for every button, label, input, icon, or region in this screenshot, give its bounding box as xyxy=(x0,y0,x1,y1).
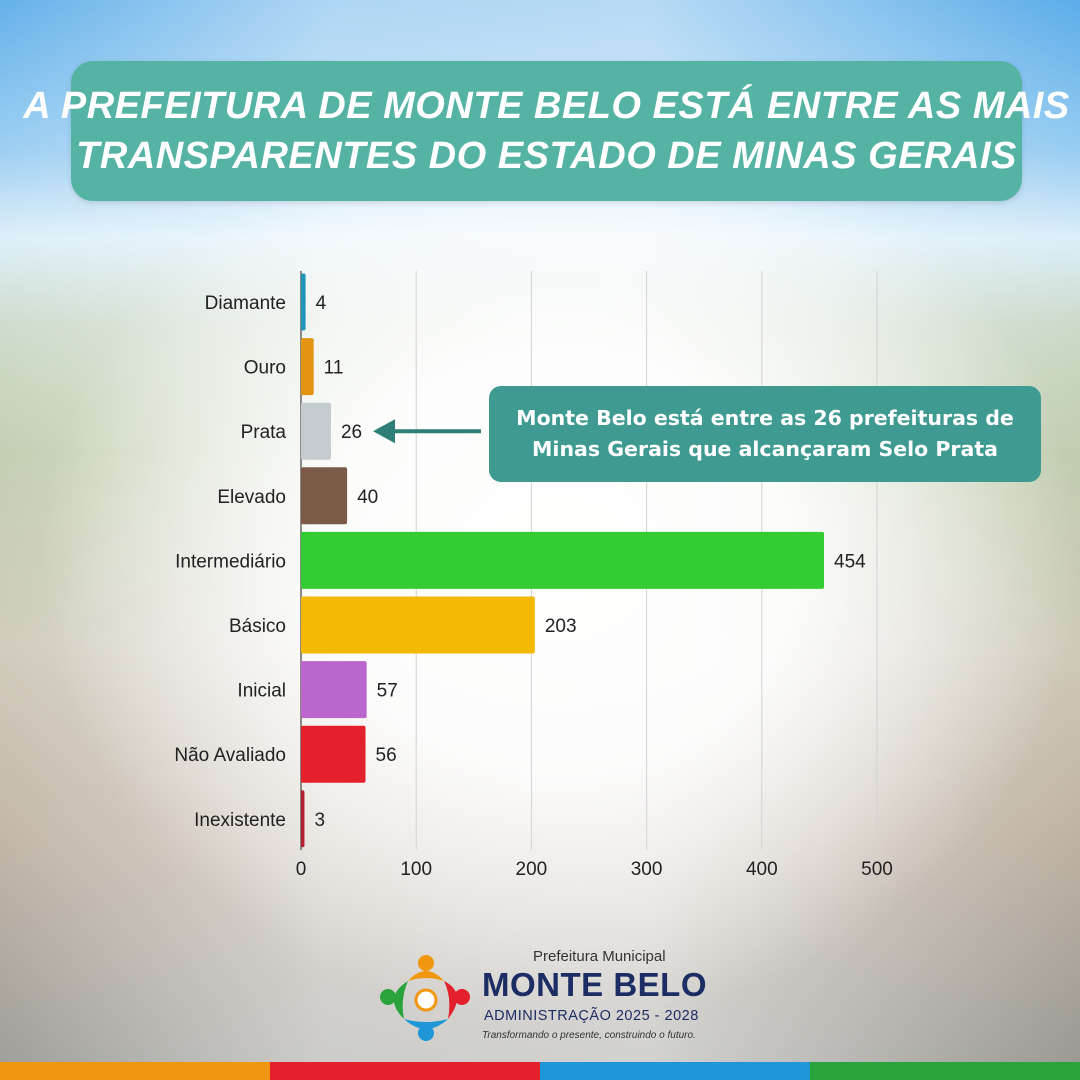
value-label: 26 xyxy=(341,422,362,443)
bar-inexistente xyxy=(301,790,305,848)
category-label: Inexistente xyxy=(194,810,286,831)
value-label: 56 xyxy=(376,745,397,766)
bar-b-sico xyxy=(301,596,535,654)
value-label: 11 xyxy=(324,358,344,379)
callout-arrow xyxy=(373,419,481,444)
value-label: 454 xyxy=(834,551,866,572)
value-labels: 4 11 26 40 454 203 57 56 3 xyxy=(314,293,866,831)
bar-intermedi-rio xyxy=(301,531,825,589)
value-label: 4 xyxy=(316,293,327,314)
stripe-orange xyxy=(0,1062,270,1080)
category-label: Intermediário xyxy=(175,551,286,572)
title-line-1: A PREFEITURA DE MONTE BELO ESTÁ ENTRE AS… xyxy=(23,85,1070,127)
value-label: 40 xyxy=(357,487,378,508)
category-label: Elevado xyxy=(217,487,286,508)
x-tick-labels: 0 100 200 300 400 500 xyxy=(296,859,893,880)
title-line-2: TRANSPARENTES DO ESTADO DE MINAS GERAIS xyxy=(76,135,1017,177)
footer-color-stripes xyxy=(0,1062,1080,1080)
logo-slogan: Transformando o presente, construindo o … xyxy=(482,1030,696,1041)
x-tick-label: 400 xyxy=(746,859,778,880)
logo-name: MONTE BELO xyxy=(482,966,707,1003)
bar-n-o-avaliado xyxy=(301,725,366,783)
bars xyxy=(301,273,825,848)
bar-elevado xyxy=(301,467,348,525)
people-circle-icon xyxy=(380,955,470,1041)
stripe-blue xyxy=(540,1062,810,1080)
municipal-logo: Prefeitura Municipal MONTE BELO ADMINIST… xyxy=(378,948,718,1048)
stripe-red xyxy=(270,1062,540,1080)
callout-box: Monte Belo está entre as 26 prefeituras … xyxy=(489,386,1041,482)
category-label: Inicial xyxy=(237,681,286,702)
category-label: Básico xyxy=(229,616,286,637)
category-label: Prata xyxy=(241,422,287,443)
category-label: Diamante xyxy=(205,293,286,314)
bar-diamante xyxy=(301,273,306,331)
value-label: 3 xyxy=(314,810,325,831)
category-label: Ouro xyxy=(244,358,286,379)
category-labels: Diamante Ouro Prata Elevado Intermediário Bás… xyxy=(174,293,286,831)
x-tick-label: 200 xyxy=(516,859,548,880)
callout-line-1: Monte Belo está entre as 26 prefeituras … xyxy=(516,406,1014,430)
x-tick-label: 500 xyxy=(861,859,893,880)
bar-inicial xyxy=(301,661,367,719)
stripe-green xyxy=(810,1062,1080,1080)
value-label: 57 xyxy=(377,681,398,702)
value-label: 203 xyxy=(545,616,577,637)
arrow-head-icon xyxy=(373,419,395,444)
x-tick-label: 300 xyxy=(631,859,663,880)
bar-prata xyxy=(301,402,331,460)
bar-ouro xyxy=(301,338,314,396)
title-banner: A PREFEITURA DE MONTE BELO ESTÁ ENTRE AS… xyxy=(23,61,1069,201)
callout-line-2: Minas Gerais que alcançaram Selo Prata xyxy=(532,437,998,461)
category-label: Não Avaliado xyxy=(174,745,286,766)
x-tick-label: 100 xyxy=(400,859,432,880)
logo-admin: ADMINISTRAÇÃO 2025 - 2028 xyxy=(484,1008,699,1024)
logo-kicker: Prefeitura Municipal xyxy=(533,948,666,965)
x-tick-label: 0 xyxy=(296,859,307,880)
